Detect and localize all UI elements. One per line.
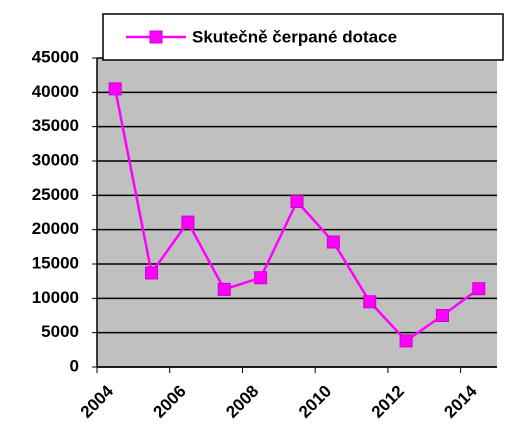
y-tick-label: 45000	[32, 47, 79, 66]
legend-marker	[149, 30, 163, 44]
data-point	[290, 195, 304, 209]
y-tick-label: 25000	[32, 185, 79, 204]
data-point	[399, 334, 413, 348]
data-point	[363, 295, 377, 309]
x-tick-label: 2006	[150, 382, 190, 422]
data-point	[254, 271, 268, 285]
data-point	[326, 235, 340, 249]
legend-label: Skutečně čerpané dotace	[192, 27, 397, 46]
plot-area	[97, 58, 497, 367]
x-tick-label: 2010	[295, 382, 335, 422]
y-tick-label: 15000	[32, 253, 79, 272]
data-point	[108, 82, 122, 96]
data-point	[435, 309, 449, 322]
y-tick-label: 35000	[32, 116, 79, 135]
y-tick-label: 0	[70, 356, 79, 375]
y-tick-label: 20000	[32, 219, 79, 238]
data-point	[217, 282, 231, 296]
x-tick-label: 2012	[368, 382, 408, 422]
y-tick-label: 5000	[41, 322, 79, 341]
data-point	[181, 215, 195, 229]
data-point	[472, 282, 486, 296]
y-tick-label: 30000	[32, 150, 79, 169]
y-tick-label: 10000	[32, 288, 79, 307]
x-tick-label: 2008	[222, 382, 262, 422]
y-tick-label: 40000	[32, 82, 79, 101]
data-point	[145, 266, 159, 280]
x-tick-label: 2004	[77, 381, 118, 422]
x-tick-label: 2014	[440, 381, 481, 422]
